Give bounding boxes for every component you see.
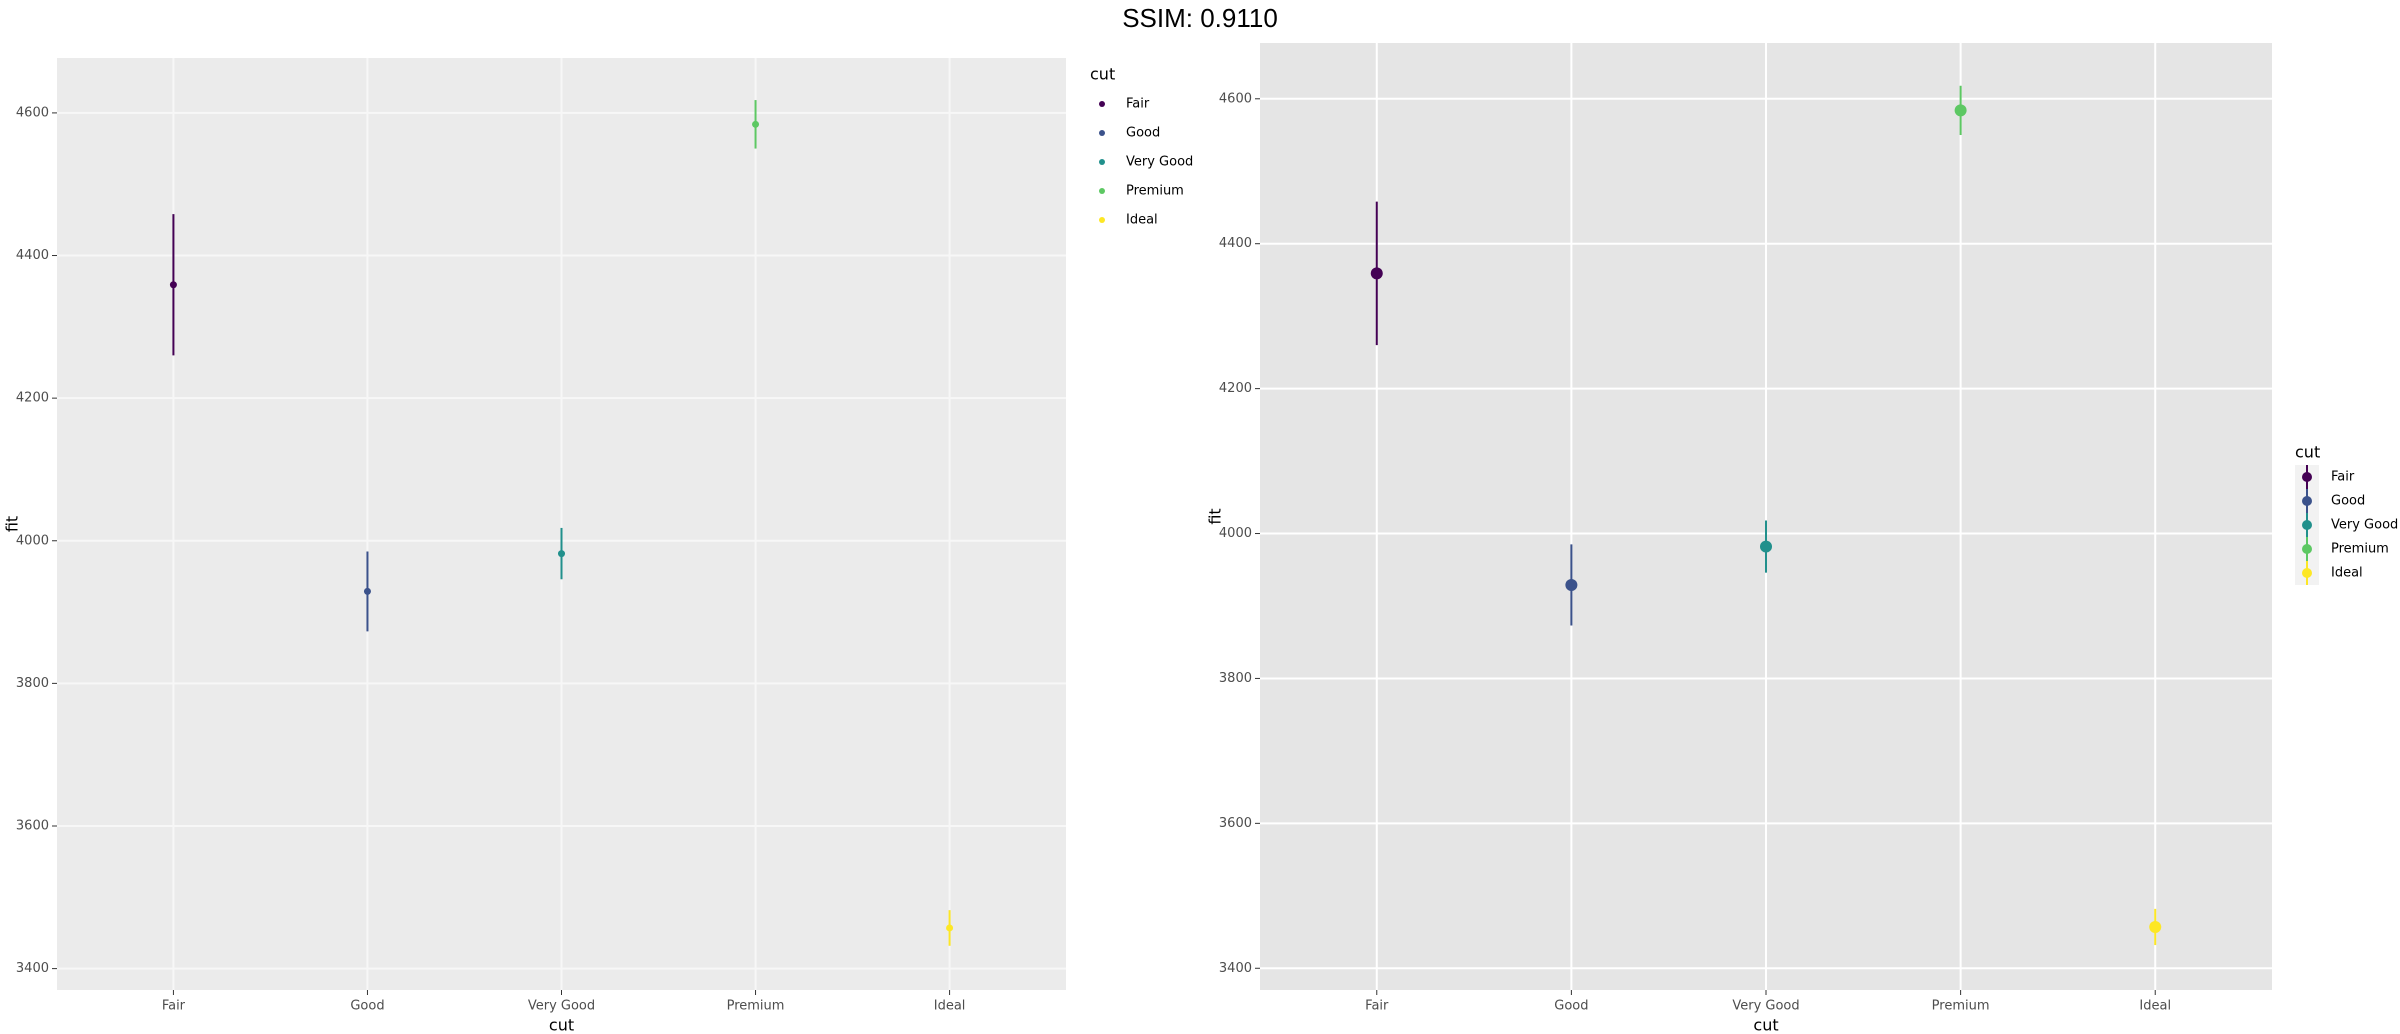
x-tick-label: Fair bbox=[162, 999, 186, 1014]
legend-title: cut bbox=[1090, 65, 1115, 84]
x-tick-label: Premium bbox=[727, 999, 785, 1014]
y-axis-label: fit bbox=[1206, 508, 1225, 524]
point bbox=[946, 924, 954, 932]
point bbox=[169, 281, 177, 289]
x-tick-label: Ideal bbox=[2139, 999, 2171, 1014]
legend-label: Fair bbox=[1126, 97, 1150, 112]
legend-key bbox=[1099, 217, 1105, 223]
legend-key bbox=[1099, 159, 1105, 165]
legend-key bbox=[1099, 130, 1105, 136]
legend-label: Very Good bbox=[1126, 155, 1193, 170]
y-axis-label: fit bbox=[3, 516, 22, 532]
legend-key bbox=[2302, 520, 2312, 530]
point bbox=[1760, 540, 1772, 553]
point bbox=[363, 587, 371, 595]
y-tick-label: 4200 bbox=[16, 391, 49, 406]
legend-key bbox=[2302, 568, 2312, 578]
y-tick-label: 4200 bbox=[1219, 381, 1252, 396]
x-axis-label: cut bbox=[549, 1016, 574, 1034]
legend-label: Very Good bbox=[2331, 518, 2398, 533]
y-tick-label: 3400 bbox=[1219, 961, 1252, 976]
y-tick-label: 3400 bbox=[16, 961, 49, 976]
y-tick-label: 4400 bbox=[1219, 236, 1252, 251]
legend-title: cut bbox=[2295, 443, 2320, 462]
legend-key bbox=[1099, 188, 1105, 194]
point bbox=[752, 120, 760, 128]
x-axis-label: cut bbox=[1753, 1016, 1778, 1034]
y-tick-label: 3800 bbox=[16, 676, 49, 691]
point bbox=[1954, 104, 1967, 117]
x-tick-label: Ideal bbox=[934, 999, 966, 1014]
x-tick-label: Good bbox=[1554, 999, 1588, 1014]
x-tick-label: Fair bbox=[1365, 999, 1389, 1014]
legend-label: Good bbox=[1126, 126, 1160, 141]
x-tick-label: Very Good bbox=[528, 999, 595, 1014]
point bbox=[558, 550, 565, 558]
y-tick-label: 4600 bbox=[16, 105, 49, 120]
legend-label: Fair bbox=[2331, 470, 2355, 485]
legend-key bbox=[2302, 472, 2312, 482]
point bbox=[2149, 920, 2162, 933]
y-tick-label: 3800 bbox=[1219, 671, 1252, 686]
legend-label: Premium bbox=[2331, 542, 2389, 557]
y-tick-label: 4000 bbox=[1219, 526, 1252, 541]
point bbox=[1565, 578, 1578, 591]
point bbox=[1370, 267, 1383, 280]
page-title: SSIM: 0.9110 bbox=[1122, 3, 1278, 33]
x-tick-label: Premium bbox=[1932, 999, 1990, 1014]
y-tick-label: 4600 bbox=[1219, 91, 1252, 106]
legend-label: Ideal bbox=[2331, 566, 2363, 581]
legend-label: Premium bbox=[1126, 184, 1184, 199]
legend-key bbox=[1099, 101, 1105, 107]
x-tick-label: Good bbox=[350, 999, 384, 1014]
x-tick-label: Very Good bbox=[1732, 999, 1799, 1014]
y-tick-label: 3600 bbox=[1219, 816, 1252, 831]
y-tick-label: 4400 bbox=[16, 248, 49, 263]
legend-label: Good bbox=[2331, 494, 2365, 509]
legend-key bbox=[2302, 544, 2312, 554]
y-tick-label: 3600 bbox=[16, 818, 49, 833]
legend-label: Ideal bbox=[1126, 213, 1158, 228]
y-tick-label: 4000 bbox=[16, 533, 49, 548]
legend-key bbox=[2302, 496, 2312, 506]
